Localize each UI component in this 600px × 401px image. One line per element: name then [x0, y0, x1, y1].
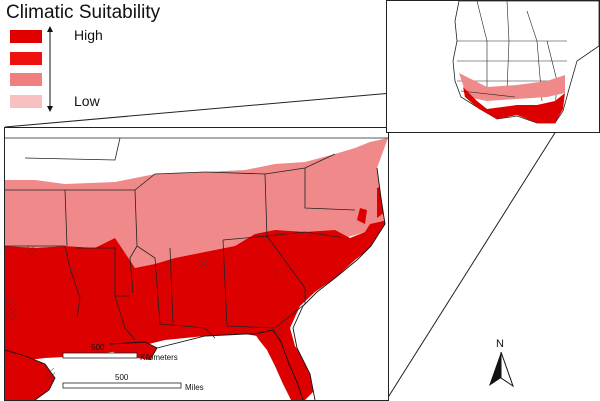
- legend-arrow-icon: [47, 26, 53, 112]
- legend-swatch-high: [10, 52, 42, 65]
- high-suitability-region: [5, 198, 388, 400]
- florida-peninsula: [255, 330, 303, 400]
- north-arrow: N: [486, 338, 516, 388]
- legend-high-label: High: [74, 27, 103, 43]
- texas-coast: [5, 350, 55, 400]
- main-map-svg: 500 Kilometers 500 Miles: [5, 137, 388, 400]
- hatched-area: [199, 258, 207, 268]
- hatched-area: [275, 328, 283, 340]
- legend-swatch-low: [10, 95, 42, 108]
- hatched-area: [27, 246, 37, 258]
- legend-swatch-highest: [10, 30, 42, 43]
- scale-mi-unit: Miles: [185, 383, 204, 392]
- hatched-area: [5, 298, 17, 320]
- legend-swatch-medium: [10, 73, 42, 86]
- medium-suitability-region: [5, 138, 388, 268]
- atlantic-water: [293, 138, 388, 400]
- main-map: 500 Kilometers 500 Miles: [4, 127, 389, 401]
- legend-low-label: Low: [74, 93, 100, 109]
- hatched-area: [273, 268, 279, 278]
- coastal-high-strip: [357, 208, 367, 224]
- hatched-area: [45, 368, 55, 382]
- scale-bar-km: 500 Kilometers: [62, 343, 178, 362]
- north-label: N: [496, 338, 504, 350]
- inset-map: [386, 0, 600, 133]
- legend-title: Climatic Suitability: [6, 2, 161, 23]
- hatched-area: [69, 268, 79, 280]
- state-borders: [5, 137, 388, 341]
- louisiana-coast: [110, 342, 157, 360]
- scale-km-unit: Kilometers: [140, 353, 178, 362]
- north-arrow-icon: [489, 352, 514, 388]
- scale-km-value: 500: [91, 343, 105, 352]
- scale-bar-mi: 500 Miles: [62, 373, 204, 392]
- inset-map-svg: [452, 1, 599, 124]
- inset-high-region: [463, 87, 565, 123]
- scale-mi-value: 500: [115, 373, 129, 382]
